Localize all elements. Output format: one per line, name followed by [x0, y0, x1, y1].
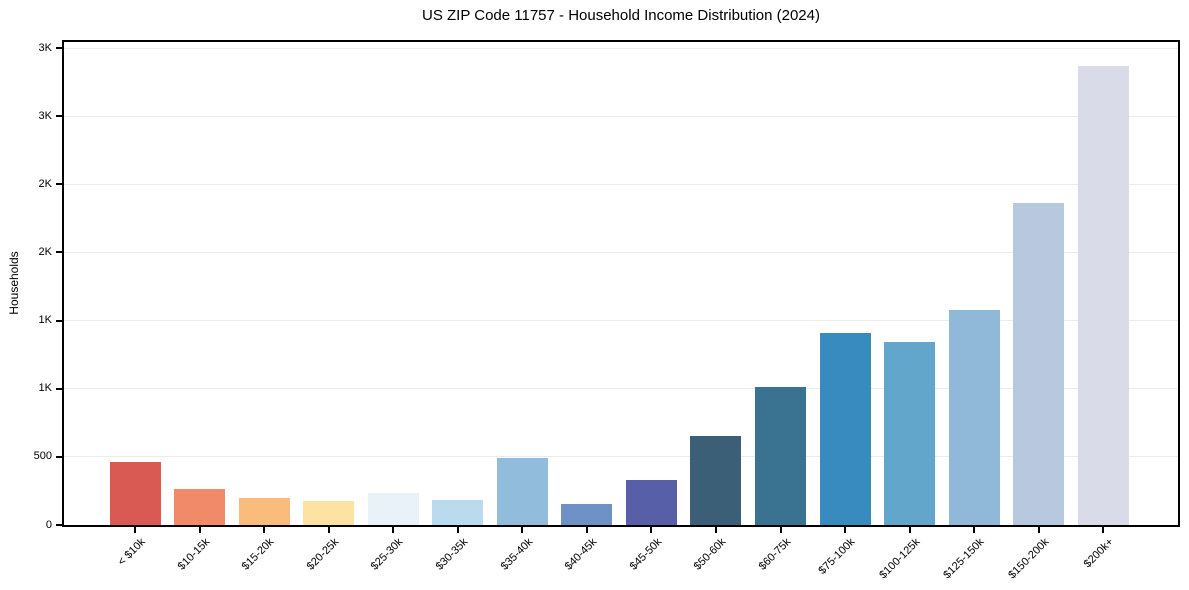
- x-tick-label: $10-15k: [175, 536, 213, 573]
- x-tick-mark: [456, 527, 459, 533]
- y-tick-mark: [56, 524, 62, 526]
- bar: [303, 501, 355, 525]
- y-tick-label: 3K: [38, 41, 52, 54]
- x-tick-mark: [585, 527, 588, 533]
- x-tick-mark: [1037, 527, 1040, 533]
- plot-area: [62, 40, 1180, 527]
- y-tick-label: 3K: [38, 109, 52, 122]
- grid-line: [64, 388, 1178, 390]
- y-tick-mark: [56, 319, 62, 322]
- x-tick-label: $60-75k: [756, 536, 793, 573]
- y-tick-label: 2K: [38, 245, 52, 258]
- bar: [1077, 66, 1129, 525]
- bar: [1013, 203, 1065, 525]
- bar: [174, 488, 226, 525]
- x-tick-mark: [392, 527, 395, 533]
- grid-line: [64, 251, 1178, 253]
- x-tick-mark: [521, 527, 524, 533]
- x-tick-mark: [263, 527, 266, 533]
- x-tick-label: $125-150k: [941, 536, 987, 582]
- bar: [625, 480, 677, 525]
- x-tick-mark: [779, 527, 782, 533]
- x-tick-mark: [327, 527, 330, 533]
- x-tick-mark: [1102, 527, 1105, 533]
- y-tick-label: 2K: [38, 177, 52, 190]
- y-tick-mark: [56, 47, 62, 49]
- bar: [884, 342, 936, 525]
- x-tick-label: $30-35k: [433, 536, 471, 573]
- x-tick-label: $45-50k: [627, 536, 664, 573]
- y-tick-mark: [56, 387, 62, 390]
- y-tick-mark: [56, 115, 62, 118]
- y-tick-mark: [56, 251, 62, 254]
- bar: [109, 462, 161, 525]
- x-tick-mark: [134, 527, 136, 533]
- x-tick-label: $50-60k: [691, 536, 729, 573]
- bar: [367, 492, 419, 525]
- grid-line: [64, 456, 1178, 458]
- bar: [948, 310, 1000, 525]
- x-tick-label: $20-25k: [304, 536, 342, 573]
- x-tick-label: $25-30k: [369, 536, 406, 573]
- x-tick-label: $15-20k: [239, 536, 277, 573]
- x-tick-label: < $10k: [115, 536, 148, 569]
- x-tick-mark: [973, 527, 976, 533]
- grid-line: [64, 320, 1178, 322]
- x-tick-label: $150-200k: [1005, 536, 1052, 582]
- bar: [496, 458, 548, 525]
- x-tick-label: $75-100k: [816, 536, 858, 577]
- bar: [561, 503, 613, 525]
- grid-line: [64, 183, 1178, 185]
- x-tick-label: $100-125k: [876, 536, 923, 582]
- bar: [755, 387, 806, 525]
- grid-line: [64, 115, 1178, 117]
- y-axis-label: Households: [7, 251, 21, 315]
- chart-title: US ZIP Code 11757 - Household Income Dis…: [422, 7, 820, 24]
- bar: [690, 435, 742, 525]
- y-tick-label: 0: [45, 518, 52, 531]
- x-tick-mark: [844, 527, 847, 533]
- x-tick-mark: [714, 527, 717, 533]
- x-tick-mark: [908, 527, 911, 533]
- y-tick-label: 500: [33, 450, 52, 463]
- bar: [432, 499, 484, 525]
- x-tick-mark: [650, 527, 653, 533]
- y-tick-label: 1K: [38, 382, 52, 395]
- grid-line: [64, 47, 1178, 49]
- x-tick-label: $35-40k: [498, 536, 535, 573]
- bar: [819, 332, 871, 525]
- x-tick-mark: [198, 527, 201, 533]
- y-tick-mark: [56, 455, 62, 458]
- y-tick-mark: [56, 183, 62, 186]
- bar: [238, 497, 290, 525]
- x-tick-label: $200k+: [1081, 536, 1116, 571]
- x-tick-label: $40-45k: [562, 536, 600, 573]
- y-tick-label: 1K: [38, 314, 52, 327]
